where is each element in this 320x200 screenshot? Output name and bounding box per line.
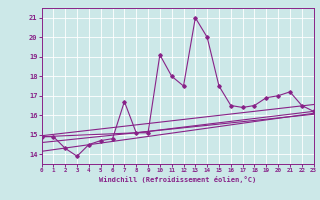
X-axis label: Windchill (Refroidissement éolien,°C): Windchill (Refroidissement éolien,°C) [99, 176, 256, 183]
